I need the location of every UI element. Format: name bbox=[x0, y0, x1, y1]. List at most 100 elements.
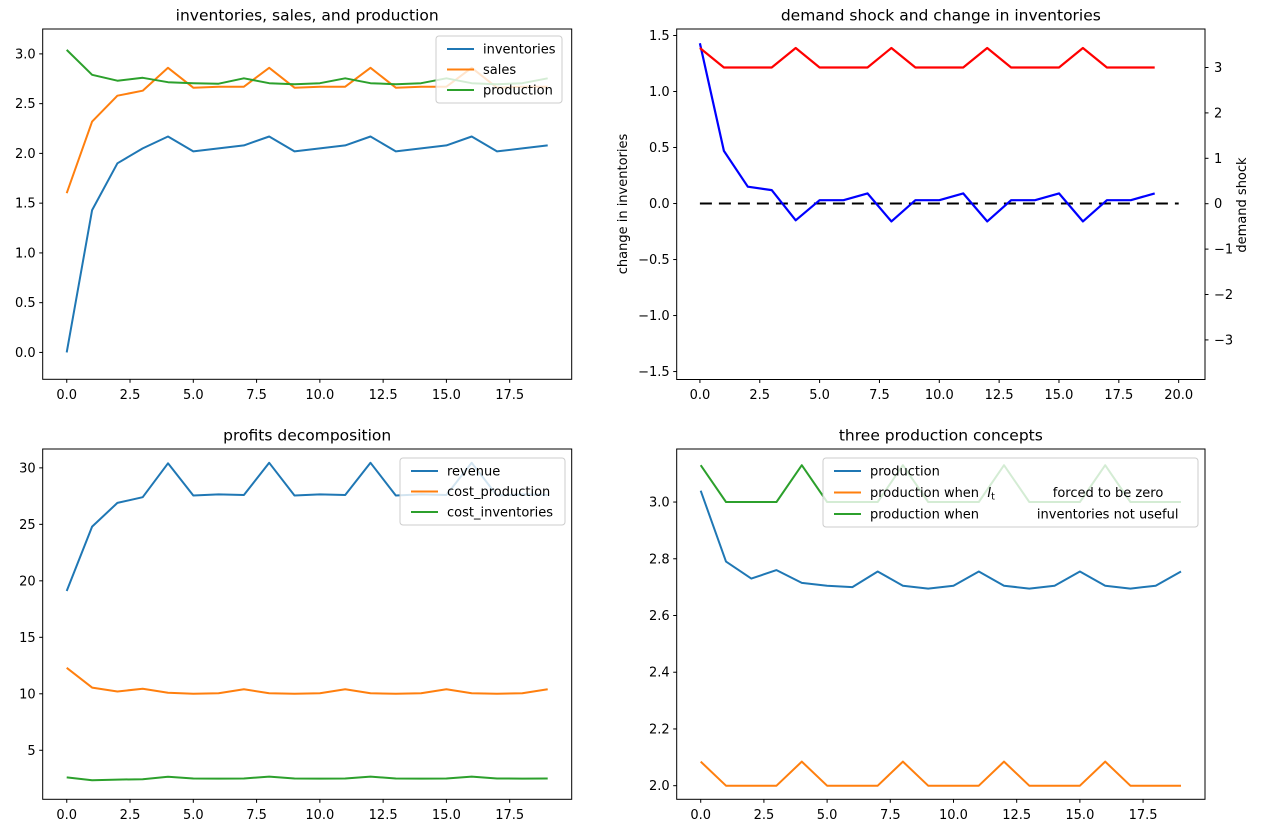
chart-three-production-concepts: 0.0 2.5 5.0 7.5 10.0 12.5 15.0 17.5 3.0 2.8 2.6 2.4… bbox=[649, 427, 1206, 823]
x-tick-label: 12.5 bbox=[369, 388, 398, 403]
legend-item-label: production when inventories not useful bbox=[870, 508, 1178, 523]
x-tick-label: 0.0 bbox=[690, 388, 711, 403]
x-tick-label: 12.5 bbox=[1002, 808, 1031, 823]
x-tick-label: 15.0 bbox=[1045, 388, 1074, 403]
y-tick-label: 15 bbox=[19, 631, 36, 646]
x-tick-label: 7.5 bbox=[246, 388, 267, 403]
y-tick-label: 3.0 bbox=[15, 47, 36, 62]
x-tick-label: 2.5 bbox=[754, 808, 775, 823]
axes-frame bbox=[42, 28, 573, 380]
x-tick-label: 2.5 bbox=[120, 388, 141, 403]
x-tick-label: 5.0 bbox=[809, 388, 830, 403]
legend-item-label: cost_production bbox=[447, 485, 550, 500]
x-tick-label: 5.0 bbox=[817, 808, 838, 823]
chart-demand-shock-change-inventories: 0.0 2.5 5.0 7.5 10.0 12.5 15.0 17.5 20.01.51.00.… bbox=[616, 7, 1250, 404]
x-tick-label: 12.5 bbox=[985, 388, 1014, 403]
y-tick-label: 2.0 bbox=[649, 779, 670, 794]
y-tick-label: 2.8 bbox=[649, 552, 670, 567]
y-tick-label: 0.0 bbox=[15, 346, 36, 361]
x-tick-label: 7.5 bbox=[869, 388, 890, 403]
y-tick-label: −0.5 bbox=[638, 253, 670, 268]
y-tick-label: 1.0 bbox=[649, 85, 670, 100]
legend-item-label: production bbox=[870, 465, 940, 480]
x-tick-label: 20.0 bbox=[1164, 388, 1193, 403]
y-right-tick-label: 0 bbox=[1214, 197, 1222, 212]
x-tick-label: 10.0 bbox=[305, 388, 334, 403]
series-line-production-when-i-t-forced-to-be-zero bbox=[700, 760, 1181, 787]
x-tick-label: 17.5 bbox=[1104, 388, 1133, 403]
legend-item-label: cost_inventories bbox=[447, 506, 553, 521]
x-tick-label: 10.0 bbox=[925, 388, 954, 403]
y-tick-label: −1.5 bbox=[638, 365, 670, 380]
series-line-inventories bbox=[65, 135, 548, 353]
x-tick-label: 17.5 bbox=[495, 808, 524, 823]
y-tick-label: 2.6 bbox=[649, 609, 670, 624]
y-tick-label: 2.5 bbox=[15, 97, 36, 112]
series-line-change-in-inventories bbox=[698, 43, 1156, 223]
x-tick-label: 15.0 bbox=[432, 808, 461, 823]
legend-item-label: production bbox=[483, 84, 553, 99]
y-tick-label: 0.0 bbox=[649, 197, 670, 212]
axes-frame bbox=[676, 28, 1206, 380]
legend-frame bbox=[435, 35, 563, 104]
x-tick-label: 0.0 bbox=[56, 808, 77, 823]
legend-item-label: production when It forced to be zero bbox=[870, 486, 1163, 503]
y-right-tick-label: 1 bbox=[1214, 152, 1222, 167]
x-tick-label: 7.5 bbox=[246, 808, 267, 823]
series-line-cost-inventories bbox=[66, 775, 548, 782]
chart-title: profits decomposition bbox=[223, 427, 391, 445]
y-tick-label: 2.4 bbox=[649, 666, 670, 681]
legend: production production when It forced to b… bbox=[822, 457, 1199, 528]
x-tick-label: 17.5 bbox=[495, 388, 524, 403]
y-tick-label: 2.2 bbox=[649, 722, 670, 737]
y-tick-label: 5 bbox=[27, 744, 35, 759]
y-axis-label-left: change in inventories bbox=[616, 134, 631, 275]
x-tick-label: 5.0 bbox=[183, 808, 204, 823]
y-tick-label: 1.5 bbox=[649, 29, 670, 44]
chart-title: three production concepts bbox=[839, 427, 1043, 445]
y-tick-label: 0.5 bbox=[15, 296, 36, 311]
y-right-tick-label: 2 bbox=[1214, 106, 1222, 121]
series-line-cost-production bbox=[66, 667, 548, 695]
y-right-tick-label: −3 bbox=[1214, 333, 1233, 348]
y-tick-label: −1.0 bbox=[638, 309, 670, 324]
y-tick-label: 0.5 bbox=[649, 141, 670, 156]
y-tick-label: 2.0 bbox=[15, 147, 36, 162]
legend-item-label: revenue bbox=[447, 465, 500, 480]
x-tick-label: 2.5 bbox=[749, 388, 770, 403]
axes-frame bbox=[42, 448, 573, 800]
axes-frame bbox=[676, 448, 1206, 800]
legend-frame bbox=[822, 457, 1199, 528]
legend-frame bbox=[399, 457, 566, 526]
legend: revenue cost_production cost_inventories bbox=[399, 457, 566, 526]
chart-profits-decomposition: 0.0 2.5 5.0 7.5 10.0 12.5 15.0 17.5 30 25 20 15 10 5 r… bbox=[19, 427, 573, 823]
x-tick-label: 0.0 bbox=[690, 808, 711, 823]
series-line-production bbox=[699, 490, 1182, 590]
x-tick-label: 10.0 bbox=[305, 808, 334, 823]
y-axis-label-right: demand shock bbox=[1235, 157, 1250, 253]
chart-title: demand shock and change in inventories bbox=[781, 7, 1101, 25]
x-tick-label: 7.5 bbox=[880, 808, 901, 823]
x-tick-label: 15.0 bbox=[1065, 808, 1094, 823]
y-right-tick-label: −1 bbox=[1214, 243, 1233, 258]
chart-title: inventories, sales, and production bbox=[176, 7, 439, 25]
x-tick-label: 0.0 bbox=[56, 388, 77, 403]
y-tick-label: 1.0 bbox=[15, 246, 36, 261]
y-tick-label: 10 bbox=[19, 687, 36, 702]
y-tick-label: 30 bbox=[19, 461, 36, 476]
y-tick-label: 25 bbox=[19, 518, 36, 533]
series-line-demand-shock bbox=[699, 46, 1155, 69]
y-right-tick-label: 3 bbox=[1214, 61, 1222, 76]
chart-inventories-sales-production: 0.0 2.5 5.0 7.5 10.0 12.5 15.0 17.5 3.0 2.5 2.0 1.5… bbox=[15, 7, 573, 403]
x-tick-label: 5.0 bbox=[183, 388, 204, 403]
legend-item-label: sales bbox=[483, 63, 516, 78]
y-right-tick-label: −2 bbox=[1214, 288, 1233, 303]
legend: inventories sales production bbox=[435, 35, 563, 104]
y-tick-label: 1.5 bbox=[15, 197, 36, 212]
x-tick-label: 15.0 bbox=[432, 388, 461, 403]
x-tick-label: 12.5 bbox=[369, 808, 398, 823]
legend-item-label: inventories bbox=[483, 43, 556, 58]
x-tick-label: 10.0 bbox=[939, 808, 968, 823]
